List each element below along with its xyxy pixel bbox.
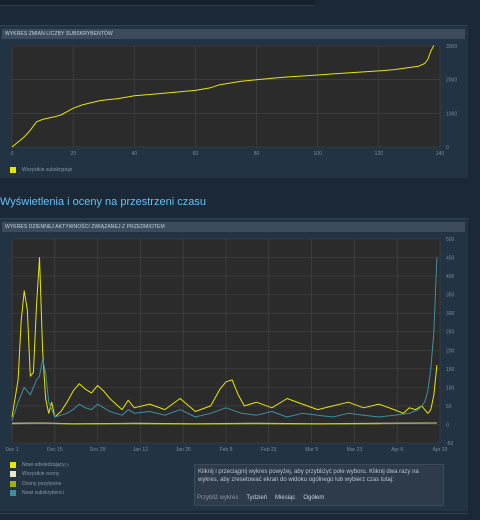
series-line bbox=[11, 257, 438, 421]
y-tick-label: 150 bbox=[446, 367, 455, 373]
y-tick-label: 450 bbox=[446, 256, 455, 262]
previous-panel-edge bbox=[0, 0, 315, 6]
x-tick-label: Dec 29 bbox=[90, 447, 106, 453]
x-tick-label: 40 bbox=[132, 151, 138, 157]
legend-swatch bbox=[10, 490, 16, 496]
y-tick-label: 3000 bbox=[446, 44, 457, 50]
y-tick-label: 2000 bbox=[446, 78, 457, 84]
y-tick-label: 0 bbox=[446, 422, 449, 428]
x-tick-label: Apr 20 bbox=[433, 447, 448, 453]
y-tick-label: 50 bbox=[446, 404, 452, 410]
x-tick-label: Jan 26 bbox=[176, 447, 191, 453]
y-tick-label: 250 bbox=[446, 330, 455, 336]
legend-label: Nowi subskrybenci bbox=[22, 490, 64, 496]
activity-panel: WYKRES DZIENNEJ AKTYWNOŚCI ZWIĄZANEJ Z P… bbox=[0, 218, 468, 511]
x-tick-label: 80 bbox=[254, 151, 260, 157]
y-tick-label: 200 bbox=[446, 348, 455, 354]
series-line bbox=[11, 257, 438, 418]
activity-chart-header: WYKRES DZIENNEJ AKTYWNOŚCI ZWIĄZANEJ Z P… bbox=[2, 222, 465, 232]
x-tick-label: Jan 12 bbox=[133, 447, 148, 453]
x-tick-label: 0 bbox=[11, 151, 14, 157]
x-tick-label: Dec 1 bbox=[5, 447, 18, 453]
x-tick-label: 120 bbox=[375, 151, 384, 157]
x-tick-label: Mar 9 bbox=[305, 447, 318, 453]
zoom-label: Przybliż wykres bbox=[197, 495, 239, 501]
legend-label: Oceny pozytywne bbox=[22, 481, 62, 487]
zoom-controls: Przybliż wykres Tydzień Miesiąc Ogółem bbox=[197, 494, 324, 502]
subscribers-panel: WYKRES ZMIAN LICZBY SUBSKRYBENTÓW 0 1000 2… bbox=[0, 25, 468, 178]
legend-new-visitors[interactable]: Nowi odwiedzający (?) bbox=[10, 461, 69, 469]
x-tick-label: 140 bbox=[436, 151, 445, 157]
y-tick-label: -50 bbox=[446, 441, 453, 447]
x-tick-label: 100 bbox=[314, 151, 323, 157]
section-title: Wyświetlenia i oceny na przestrzeni czas… bbox=[0, 196, 206, 208]
x-tick-label: Mar 23 bbox=[347, 447, 363, 453]
legend-new-subscribers[interactable]: Nowi subskrybenci bbox=[10, 489, 64, 497]
x-tick-label: Feb 9 bbox=[220, 447, 233, 453]
series-line bbox=[11, 45, 435, 148]
x-tick-label: 60 bbox=[193, 151, 199, 157]
legend-label: Wszystkie oceny bbox=[22, 471, 60, 477]
zoom-all-link[interactable]: Ogółem bbox=[303, 495, 325, 501]
series-line bbox=[11, 422, 437, 425]
zoom-month-link[interactable]: Miesiąc bbox=[275, 495, 296, 501]
x-tick-label: Feb 23 bbox=[261, 447, 277, 453]
legend-label: Wszystkie subskrypcje bbox=[22, 167, 73, 173]
y-tick-label: 500 bbox=[446, 237, 455, 243]
y-tick-label: 400 bbox=[446, 274, 455, 280]
y-tick-label: 100 bbox=[446, 385, 455, 391]
y-tick-label: 1000 bbox=[446, 111, 457, 117]
zoom-info-box: Kliknij i przeciągnij wykres powyżej, ab… bbox=[194, 464, 444, 506]
legend-swatch bbox=[10, 471, 16, 477]
y-tick-label: 300 bbox=[446, 311, 455, 317]
x-tick-label: 20 bbox=[70, 151, 76, 157]
legend-all-ratings[interactable]: Wszystkie oceny bbox=[10, 470, 59, 478]
help-marker[interactable]: (?) bbox=[64, 463, 69, 467]
legend-all-subscriptions[interactable]: Wszystkie subskrypcje bbox=[10, 166, 72, 174]
y-tick-label: 0 bbox=[446, 145, 449, 151]
legend-swatch bbox=[10, 481, 16, 487]
x-tick-label: Apr 6 bbox=[391, 447, 403, 453]
subscribers-chart[interactable]: 0 1000 2000 3000 0 20 40 60 80 100 120 140 bbox=[0, 26, 468, 178]
legend-swatch bbox=[10, 167, 16, 173]
zoom-instructions: Kliknij i przeciągnij wykres powyżej, ab… bbox=[198, 469, 419, 483]
plot-area bbox=[12, 46, 440, 147]
divider bbox=[0, 513, 468, 514]
legend-swatch bbox=[10, 462, 16, 468]
legend-label: Nowi odwiedzający bbox=[22, 462, 65, 468]
x-tick-label: Dec 15 bbox=[47, 447, 63, 453]
subscribers-chart-header: WYKRES ZMIAN LICZBY SUBSKRYBENTÓW bbox=[2, 29, 465, 39]
y-tick-label: 350 bbox=[446, 293, 455, 299]
activity-chart[interactable]: -50 0 50 100 150 200 250 300 350 400 450 500 Dec 1 De… bbox=[0, 219, 468, 511]
zoom-week-link[interactable]: Tydzień bbox=[246, 495, 268, 501]
legend-positive-ratings[interactable]: Oceny pozytywne bbox=[10, 480, 61, 488]
